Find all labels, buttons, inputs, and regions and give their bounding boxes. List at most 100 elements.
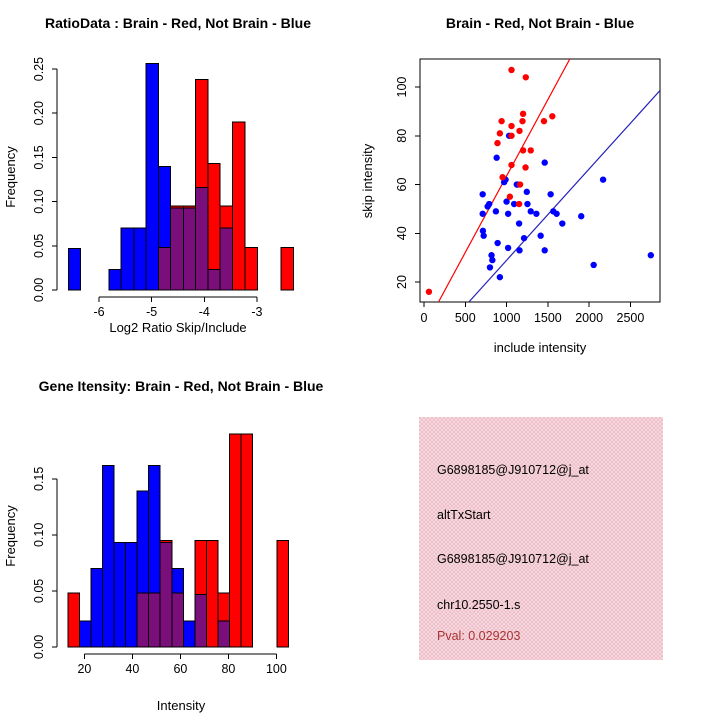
hist-bar-red	[194, 539, 207, 595]
red-data-point	[506, 193, 514, 200]
probe-id-line: G6898185@J910712@j_at	[437, 463, 589, 477]
blue-data-point	[523, 188, 530, 196]
scatter-title: Brain - Red, Not Brain - Blue	[446, 15, 634, 31]
x-tick-label: 40	[125, 662, 139, 676]
red-data-point	[519, 110, 527, 118]
blue-data-point	[479, 191, 486, 198]
ratio-histogram-ylabel: Frequency	[3, 146, 18, 208]
hist-bar-red	[228, 433, 242, 648]
hist-bar-red	[194, 79, 209, 188]
blue-fit-line	[468, 90, 660, 302]
red-data-point	[549, 113, 556, 120]
x-tick-label: 20	[77, 662, 91, 676]
blue-data-point	[547, 191, 554, 198]
info-panel: G6898185@J910712@j_at altTxStart G689818…	[419, 417, 663, 660]
hist-bar-overlap	[171, 592, 184, 648]
blue-data-point	[484, 203, 491, 210]
red-data-point	[496, 130, 504, 137]
hist-bar-overlap	[159, 542, 173, 648]
hist-bar-blue	[148, 464, 161, 594]
blue-data-point	[479, 227, 487, 235]
x-tick-label: 80	[221, 662, 235, 676]
red-data-point	[508, 122, 515, 130]
blue-data-point	[516, 247, 523, 254]
hist-bar-red	[205, 539, 219, 648]
hist-bar-blue	[136, 490, 150, 594]
blue-data-point	[541, 159, 548, 166]
x-tick-label: 60	[173, 662, 187, 676]
hist-bar-overlap	[136, 592, 150, 648]
hist-bar-red	[280, 247, 294, 291]
y-tick-label: 0.10	[32, 189, 46, 213]
hist-bar-overlap	[148, 592, 161, 648]
x-tick-label: 1000	[493, 311, 521, 325]
hist-bar-blue	[171, 568, 184, 594]
x-tick-label: 1500	[534, 311, 562, 325]
hist-bar-blue	[90, 568, 104, 648]
hist-bar-blue	[145, 63, 160, 291]
y-tick-label: 0.05	[32, 579, 46, 603]
blue-data-point	[553, 210, 560, 217]
y-tick-label: 0.25	[32, 57, 46, 81]
hist-bar-blue	[120, 227, 135, 291]
hist-bar-overlap	[194, 186, 209, 291]
blue-data-point	[486, 264, 494, 271]
red-data-point	[519, 117, 526, 125]
y-tick-label: 0.15	[32, 145, 46, 169]
blue-data-point	[559, 220, 566, 227]
red-data-point	[516, 127, 523, 135]
hist-bar-blue	[102, 464, 115, 648]
x-tick-label: -6	[93, 305, 104, 319]
blue-data-point	[504, 244, 512, 252]
hist-bar-overlap	[207, 269, 221, 291]
hist-bar-blue	[113, 542, 127, 648]
hist-bar-blue	[133, 227, 147, 291]
blue-data-point	[479, 210, 486, 217]
hist-bar-red	[207, 163, 221, 271]
hist-bar-overlap	[182, 207, 196, 291]
y-tick-label: 0.20	[32, 101, 46, 125]
y-tick-label: 100	[395, 77, 409, 98]
x-tick-label: -3	[251, 305, 262, 319]
hist-bar-red	[232, 121, 246, 291]
blue-data-point	[537, 232, 544, 239]
hist-bar-blue	[182, 620, 196, 648]
blue-data-point	[489, 256, 496, 264]
blue-data-point	[533, 210, 540, 217]
blue-data-point	[503, 198, 510, 205]
blue-data-point	[488, 252, 495, 259]
y-tick-label: 0.15	[32, 467, 46, 491]
hist-bar-overlap	[158, 247, 172, 291]
pval-text: Pval: 0.029203	[437, 629, 521, 643]
x-tick-label: -4	[199, 305, 210, 319]
hist-bar-red	[217, 592, 230, 622]
blue-data-point	[492, 208, 500, 215]
x-tick-label: 100	[266, 662, 287, 676]
red-data-point	[540, 117, 548, 125]
blue-data-point	[493, 154, 500, 161]
red-data-point	[522, 164, 529, 171]
blue-data-point	[647, 252, 655, 259]
hist-bar-red	[276, 539, 289, 648]
red-data-point	[508, 66, 515, 74]
blue-data-point	[515, 220, 523, 227]
gene-histogram-ylabel: Frequency	[3, 505, 18, 567]
ratio-histogram-title: RatioData : Brain - Red, Not Brain - Blu…	[45, 15, 311, 31]
scatter-xlabel: include intensity	[494, 340, 587, 355]
red-data-point	[522, 74, 529, 81]
ratio-histogram-plot: -6 -5 -4 -3 0.00 0.05 0.10 0.15 0.20 0.25	[32, 57, 294, 319]
scatter-ylabel: skip intensity	[360, 143, 375, 218]
x-tick-label: 2500	[617, 311, 645, 325]
blue-data-point	[527, 208, 534, 215]
y-tick-label: 0.05	[32, 234, 46, 258]
hist-bar-red	[244, 247, 258, 291]
gene-histogram-title: Gene Itensity: Brain - Red, Not Brain - …	[39, 378, 324, 394]
hist-bar-blue	[68, 247, 82, 291]
blue-data-point	[590, 261, 597, 269]
red-data-point	[498, 117, 505, 125]
blue-data-point	[496, 273, 504, 281]
probe-id-line-2: G6898185@J910712@j_at	[437, 552, 589, 566]
hist-bar-blue	[108, 269, 122, 291]
